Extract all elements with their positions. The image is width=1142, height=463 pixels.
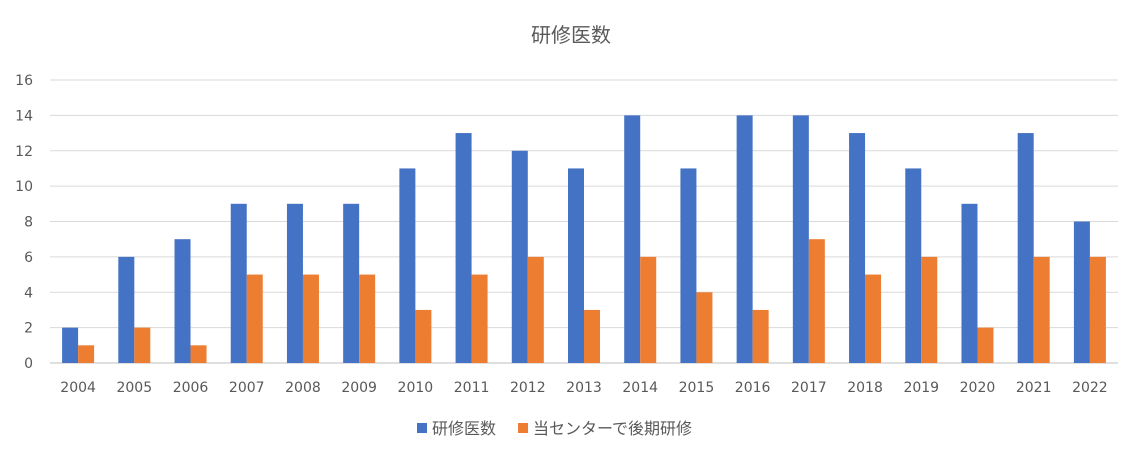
legend-swatch	[417, 423, 427, 433]
bar-residents-2017	[792, 115, 809, 363]
x-tick-label: 2009	[341, 380, 377, 396]
bar-residents-2020	[961, 203, 978, 363]
bar-residents-2013	[568, 168, 584, 363]
bar-senior-residency-2011	[471, 274, 488, 363]
x-tick-label: 2013	[566, 380, 602, 396]
bar-residents-2007	[230, 203, 247, 363]
bar-residents-2011	[455, 133, 472, 363]
x-tick-label: 2006	[173, 380, 209, 396]
bar-senior-residency-2018	[865, 274, 882, 363]
legend-label: 当センターで後期研修	[533, 419, 692, 438]
bar-senior-residency-2004	[78, 345, 95, 363]
y-tick-label: 10	[15, 179, 33, 195]
bar-senior-residency-2022	[1089, 256, 1106, 363]
bar-senior-residency-2010	[415, 309, 432, 363]
bar-residents-2015	[680, 168, 697, 363]
x-tick-label: 2005	[116, 380, 152, 396]
bar-senior-residency-2012	[527, 256, 544, 363]
bar-residents-2012	[511, 150, 528, 363]
bar-senior-residency-2013	[584, 309, 600, 363]
bar-senior-residency-2007	[246, 274, 263, 363]
bar-senior-residency-2015	[696, 292, 713, 363]
bar-senior-residency-2020	[977, 327, 994, 363]
bar-residents-2021	[1017, 133, 1034, 363]
x-tick-label: 2012	[510, 380, 546, 396]
y-tick-label: 16	[15, 73, 33, 89]
y-tick-label: 0	[24, 356, 33, 372]
y-tick-label: 8	[24, 215, 33, 231]
x-tick-label: 2019	[903, 380, 939, 396]
bar-residents-2022	[1073, 221, 1090, 363]
x-tick-label: 2021	[1016, 380, 1052, 396]
x-tick-label: 2004	[60, 380, 96, 396]
bar-senior-residency-2019	[921, 256, 938, 363]
bar-senior-residency-2009	[359, 274, 376, 363]
x-tick-label: 2016	[735, 380, 771, 396]
x-tick-label: 2011	[454, 380, 490, 396]
bar-senior-residency-2016	[752, 309, 769, 363]
x-tick-label: 2017	[791, 380, 827, 396]
bar-residents-2016	[736, 115, 753, 363]
bar-residents-2014	[624, 115, 641, 363]
chart-title: 研修医数	[531, 23, 611, 47]
bar-senior-residency-2021	[1033, 256, 1050, 363]
bar-residents-2010	[399, 168, 416, 363]
bar-senior-residency-2005	[134, 327, 151, 363]
bar-residents-2005	[118, 256, 135, 363]
bar-residents-2006	[174, 239, 191, 363]
y-tick-label: 2	[24, 321, 33, 337]
bar-residents-2009	[343, 203, 360, 363]
bar-residents-2018	[849, 133, 866, 363]
bar-residents-2004	[62, 327, 79, 363]
x-tick-label: 2022	[1072, 380, 1108, 396]
bar-residents-2008	[286, 203, 303, 363]
y-tick-label: 12	[15, 144, 33, 160]
x-tick-label: 2018	[847, 380, 883, 396]
legend-label: 研修医数	[432, 419, 496, 438]
x-tick-label: 2008	[285, 380, 321, 396]
x-tick-label: 2015	[679, 380, 715, 396]
x-tick-label: 2010	[398, 380, 434, 396]
x-tick-label: 2007	[229, 380, 265, 396]
bar-residents-2019	[905, 168, 922, 363]
x-tick-label: 2014	[622, 380, 658, 396]
bar-senior-residency-2008	[302, 274, 319, 363]
bar-senior-residency-2014	[640, 256, 657, 363]
y-tick-label: 14	[15, 108, 33, 124]
bar-senior-residency-2017	[808, 239, 825, 363]
y-tick-label: 6	[24, 250, 33, 266]
x-tick-label: 2020	[960, 380, 996, 396]
legend-swatch	[518, 423, 529, 433]
bar-senior-residency-2006	[190, 345, 207, 363]
y-tick-label: 4	[24, 285, 33, 301]
